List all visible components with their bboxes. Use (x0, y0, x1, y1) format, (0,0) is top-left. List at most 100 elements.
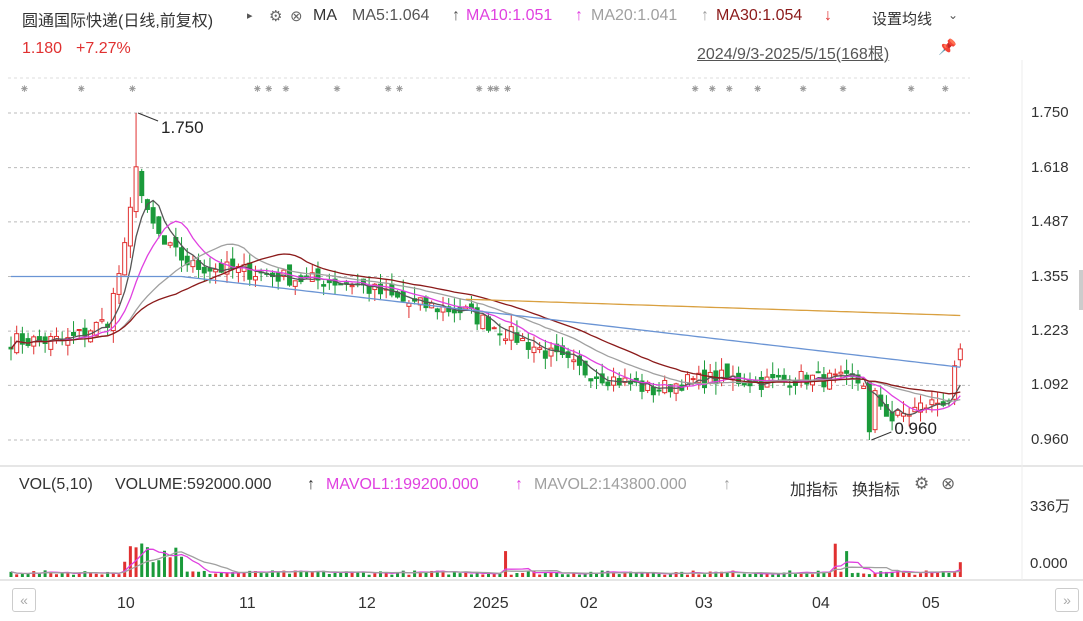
candle-body (298, 275, 304, 283)
volume-bar (708, 571, 712, 577)
event-marker-icon: ⁕ (474, 82, 484, 96)
candle-body (292, 280, 298, 287)
candle-body (605, 381, 611, 387)
event-marker-icon: ⁕ (906, 82, 916, 96)
candle-body (503, 338, 509, 341)
chart-title: 圆通国际快递(日线,前复权) (22, 13, 214, 30)
volume-bar (231, 572, 235, 577)
volume-bar (117, 574, 121, 577)
volume-bar (322, 570, 326, 577)
volume-bar (674, 572, 678, 577)
volume-bar (509, 574, 513, 577)
volume-bar (720, 571, 724, 577)
scroll-left-button[interactable]: « (12, 588, 36, 612)
ma-long-line (11, 275, 961, 368)
volume-bar (936, 571, 940, 577)
close-icon[interactable]: ⊗ (941, 474, 956, 493)
x-axis-label: 12 (358, 595, 376, 612)
volume-bar (549, 572, 553, 577)
candle-body (42, 336, 48, 344)
volume-bar (447, 574, 451, 577)
volume-bar (543, 572, 547, 577)
event-marker-icon: ⁕ (76, 82, 86, 96)
volume-bar (572, 572, 576, 577)
candle-body (167, 242, 173, 246)
volume-bar (464, 571, 468, 577)
price-ytick-label: 1.355 (1031, 267, 1069, 285)
volume-bar (657, 573, 661, 577)
volume-bar (833, 543, 837, 577)
volume-bar (793, 574, 797, 577)
event-marker-icon: ⁕ (19, 82, 29, 96)
chevron-down-icon[interactable]: ⌄ (948, 8, 959, 22)
volume-bar (441, 570, 445, 577)
ma5-arrow-icon: ↑ (452, 7, 460, 24)
candle-body (548, 347, 554, 357)
price-ytick-label: 1.092 (1031, 376, 1069, 394)
add-indicator-button[interactable]: 加指标 (790, 482, 839, 499)
volume-bar (174, 547, 178, 577)
candle-body (861, 385, 867, 390)
candle-body (832, 373, 838, 376)
candle-body (275, 272, 281, 282)
volume-bar (668, 573, 672, 577)
candle-body (883, 404, 889, 417)
volume-bar (623, 572, 627, 577)
scroll-right-button[interactable]: » (1055, 588, 1079, 612)
candle-body (139, 171, 145, 197)
volume-bar (128, 546, 132, 577)
change-percent: +7.27% (76, 40, 131, 57)
candle-body (690, 378, 696, 381)
event-marker-icon: ⁕ (127, 82, 137, 96)
switch-indicator-button[interactable]: 换指标 (852, 482, 901, 499)
candle-body (366, 285, 372, 294)
volume-bar (771, 574, 775, 577)
volume-bar (703, 574, 707, 577)
expand-arrow-icon[interactable]: ▸ (247, 10, 253, 22)
volume-bar (123, 561, 127, 577)
date-range[interactable]: 2024/9/3-2025/5/15(168根) (697, 46, 890, 63)
candle-body (639, 380, 645, 392)
volume-bar (236, 572, 240, 577)
volume-bar (947, 572, 951, 577)
volume-bar (646, 573, 650, 577)
close-icon[interactable]: ⊗ (290, 8, 303, 25)
volume-bar (180, 556, 184, 577)
candle-body (389, 283, 395, 296)
volume-bar (435, 570, 439, 577)
volume-bar (356, 571, 360, 577)
volume-bar (259, 572, 263, 577)
gear-icon[interactable]: ⚙ (914, 474, 930, 493)
ma5-value: MA5:1.064 (352, 7, 430, 24)
volume-bar (106, 571, 110, 577)
candle-body (127, 206, 133, 247)
volume-bar (919, 573, 923, 577)
candle-body (252, 276, 258, 281)
candle-body (486, 316, 491, 331)
volume-bar (811, 574, 815, 577)
volume-bar (839, 571, 843, 577)
candle-body (116, 273, 122, 295)
volume-bar (845, 551, 849, 577)
volume-bar (691, 570, 695, 577)
settings-ma-button[interactable]: 设置均线 (872, 11, 933, 28)
volume-bar (958, 562, 962, 577)
candle-body (71, 331, 77, 336)
ma-longest-line (465, 298, 961, 317)
candle-body (514, 332, 520, 343)
pin-icon[interactable]: 📌 (938, 39, 957, 56)
volume-bar (714, 571, 718, 577)
volume-bar (884, 571, 888, 577)
volume-bar (595, 573, 599, 577)
volume-bar (577, 574, 581, 577)
candle-body (741, 382, 747, 386)
candle-body (576, 355, 582, 366)
candle-body (161, 235, 167, 245)
volume-bar (276, 571, 280, 577)
mavol2-arrow-icon: ↑ (723, 476, 731, 493)
volume-ytick-zero: 0.000 (1030, 555, 1068, 572)
volume-bar (742, 573, 746, 577)
gear-icon[interactable]: ⚙ (269, 8, 283, 25)
volume-bar (89, 572, 93, 577)
